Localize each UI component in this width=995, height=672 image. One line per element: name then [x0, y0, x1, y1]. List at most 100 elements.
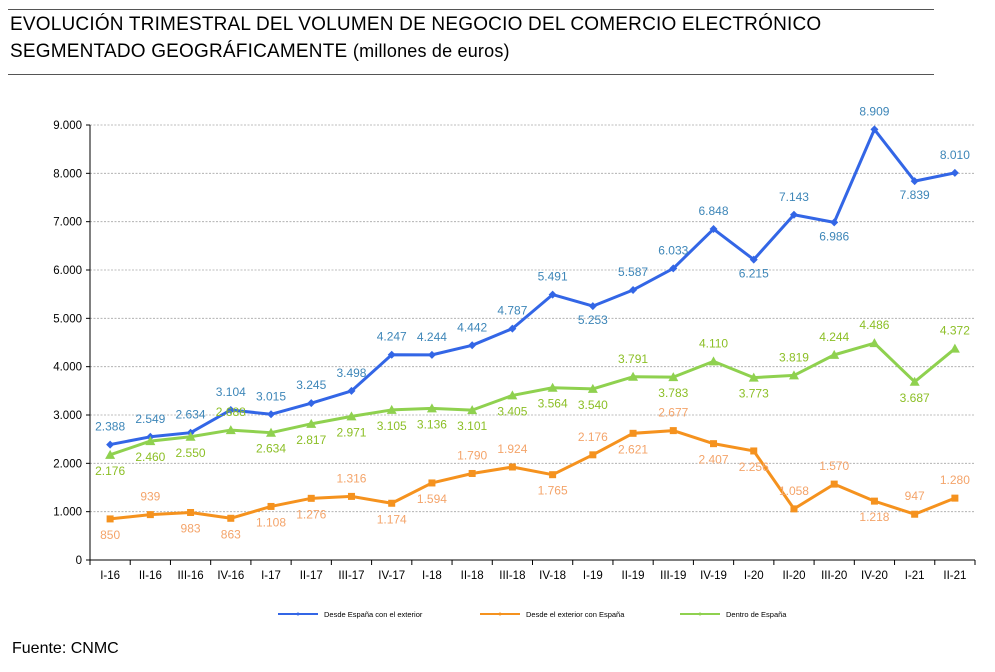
- data-label: 2.176: [95, 464, 125, 478]
- data-point: [829, 349, 840, 359]
- data-point: [507, 390, 518, 400]
- data-label: 4.244: [417, 330, 447, 344]
- data-label: 3.104: [216, 385, 246, 399]
- source-note: Fuente: CNMC: [12, 640, 119, 657]
- x-tick-label: IV-17: [378, 570, 405, 582]
- data-label: 5.491: [538, 270, 568, 284]
- data-label: 1.790: [457, 448, 487, 462]
- title-unit: (millones de euros): [352, 41, 510, 61]
- data-label: 1.058: [779, 484, 809, 498]
- data-point: [950, 168, 959, 177]
- x-tick-label: IV-16: [217, 570, 244, 582]
- data-label: 4.787: [497, 304, 527, 318]
- data-label: 1.594: [417, 492, 447, 506]
- series-line-1: [109, 127, 956, 447]
- data-point: [508, 463, 516, 471]
- data-point: [869, 338, 880, 348]
- data-label: 1.108: [256, 515, 286, 529]
- y-tick-label: 1.000: [53, 507, 82, 519]
- data-point: [788, 370, 799, 380]
- data-point: [427, 350, 436, 359]
- y-tick-label: 2.000: [53, 458, 82, 470]
- line-chart: 0 1.000 2.000 3.000 4.000 5.000 6.000 7.000 8.00…: [53, 104, 976, 619]
- data-point: [748, 372, 759, 382]
- data-point: [468, 469, 476, 477]
- x-tick-label: I-16: [100, 570, 120, 582]
- data-point: [789, 210, 798, 219]
- x-tick-label: II-19: [622, 570, 645, 582]
- data-point: [426, 403, 437, 413]
- y-tick-label: 4.000: [53, 362, 82, 374]
- data-point: [267, 410, 276, 419]
- data-point: [548, 290, 557, 299]
- data-point: [588, 302, 597, 311]
- data-label: 2.621: [618, 442, 648, 456]
- data-label: 3.783: [658, 386, 688, 400]
- data-label: 863: [221, 527, 241, 541]
- data-label: 1.280: [940, 473, 970, 487]
- data-point: [187, 508, 195, 516]
- data-label: 4.372: [940, 324, 970, 338]
- legend-marker: [498, 612, 502, 616]
- data-label: 947: [905, 489, 925, 503]
- data-point: [145, 436, 156, 446]
- data-label: 2.634: [176, 408, 206, 422]
- data-point: [347, 492, 355, 500]
- x-tick-label: III-20: [821, 570, 847, 582]
- title-line-1: EVOLUCIÓN TRIMESTRAL DEL VOLUMEN DE NEGO…: [10, 14, 822, 35]
- data-point: [267, 502, 275, 510]
- data-point: [710, 440, 718, 448]
- data-point: [790, 505, 798, 513]
- data-label: 4.486: [859, 318, 889, 332]
- data-point: [106, 515, 114, 523]
- x-tick-label: III-16: [177, 570, 203, 582]
- data-point: [547, 382, 558, 392]
- data-point: [386, 404, 397, 414]
- y-tick-label: 5.000: [53, 313, 82, 325]
- data-label: 2.634: [256, 442, 286, 456]
- data-label: 4.244: [819, 330, 849, 344]
- data-label: 5.587: [618, 265, 648, 279]
- data-label: 939: [140, 490, 160, 504]
- x-tick-label: III-17: [338, 570, 364, 582]
- data-point: [266, 427, 277, 437]
- data-point: [628, 371, 639, 381]
- data-point: [185, 431, 196, 441]
- data-point: [669, 264, 678, 273]
- data-point: [227, 514, 235, 522]
- data-point: [388, 499, 396, 507]
- title-bottom-rule: [8, 74, 934, 75]
- legend-marker: [296, 612, 300, 616]
- y-tick-label: 3.000: [53, 410, 82, 422]
- data-point: [587, 383, 598, 393]
- y-tick-label: 9.000: [53, 120, 82, 132]
- data-point: [870, 125, 879, 134]
- x-tick-label: III-18: [499, 570, 525, 582]
- x-tick-label: II-18: [461, 570, 484, 582]
- data-label: 4.442: [457, 320, 487, 334]
- data-point: [226, 405, 235, 414]
- x-tick-label: II-16: [139, 570, 162, 582]
- y-tick-label: 7.000: [53, 217, 82, 229]
- title-top-rule: [8, 9, 934, 10]
- data-label: 3.405: [497, 404, 527, 418]
- data-label: 1.276: [296, 507, 326, 521]
- data-label: 3.773: [739, 387, 769, 401]
- y-tick-label: 8.000: [53, 168, 82, 180]
- data-label: 6.215: [739, 267, 769, 281]
- legend-label: Desde España con el exterior: [324, 610, 423, 619]
- data-label: 1.174: [377, 512, 407, 526]
- data-label: 850: [100, 528, 120, 542]
- x-tick-label: III-19: [660, 570, 686, 582]
- x-tick-label: IV-19: [700, 570, 727, 582]
- series-line-3: [109, 341, 956, 457]
- data-point: [629, 429, 637, 437]
- legend-label: Dentro de España: [726, 610, 787, 619]
- data-point: [225, 425, 236, 435]
- x-tick-label: I-17: [261, 570, 281, 582]
- chart-title: EVOLUCIÓN TRIMESTRAL DEL VOLUMEN DE NEGO…: [10, 12, 932, 65]
- data-point: [830, 218, 839, 227]
- data-label: 3.540: [578, 398, 608, 412]
- x-tick-label: II-21: [943, 570, 966, 582]
- data-label: 2.388: [95, 420, 125, 434]
